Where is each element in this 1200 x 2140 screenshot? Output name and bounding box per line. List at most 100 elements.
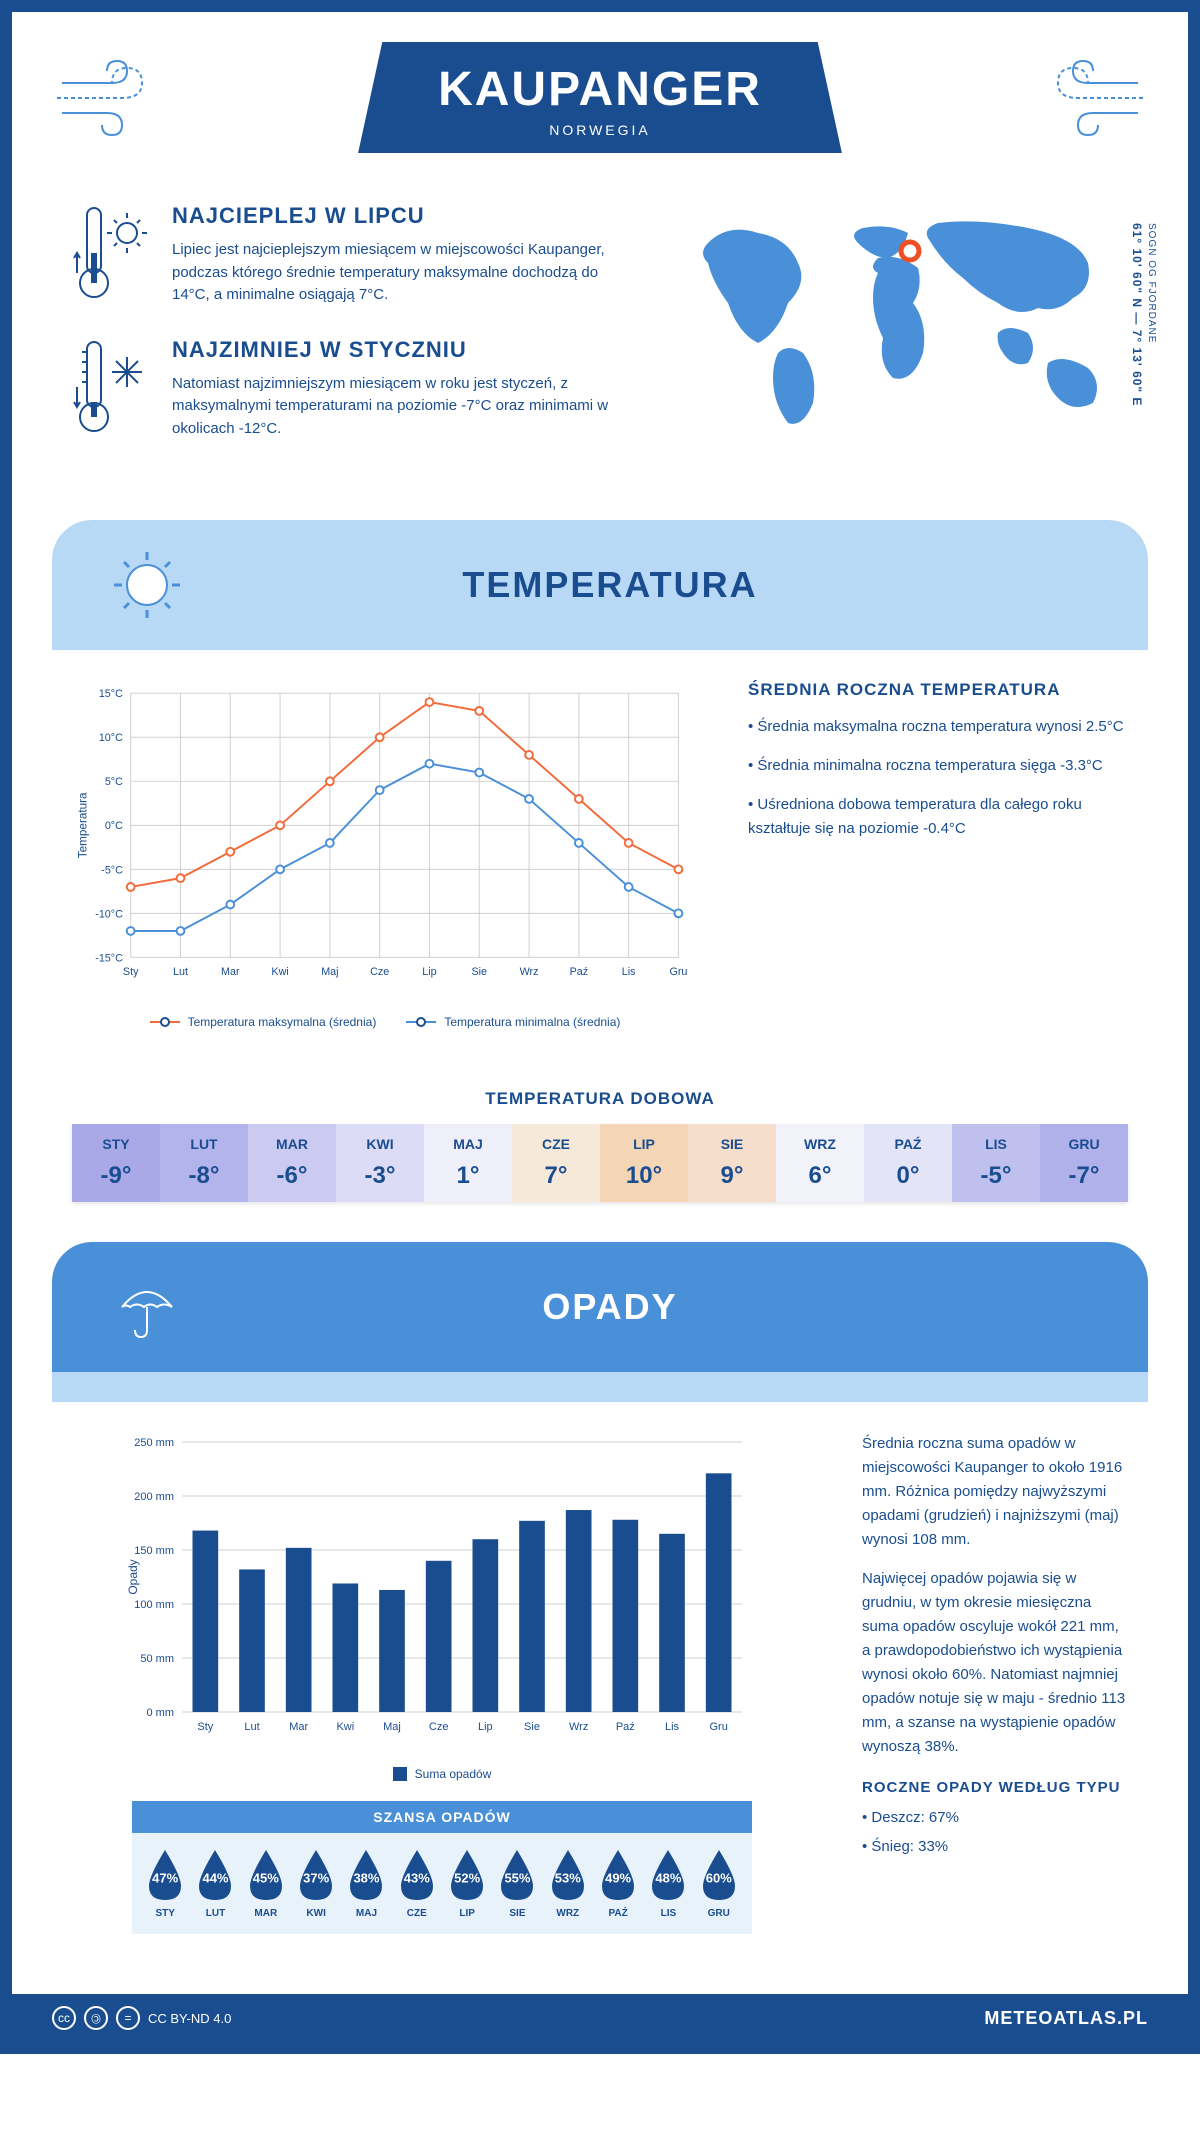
daily-cell: MAJ 1° <box>424 1124 512 1202</box>
temp-bullet: • Średnia minimalna roczna temperatura s… <box>748 754 1128 778</box>
coordinates: SOGN OG FJORDANE 61° 10' 60" N — 7° 13' … <box>1130 223 1158 406</box>
drop-month: LIP <box>444 1908 490 1919</box>
precip-section-title: OPADY <box>212 1286 1008 1328</box>
temperature-line-chart: -15°C-10°C-5°C0°C5°C10°C15°CStyLutMarKwi… <box>72 680 698 1000</box>
intro-section: NAJCIEPLEJ W LIPCU Lipiec jest najcieple… <box>12 173 1188 500</box>
daily-month: STY <box>77 1136 155 1152</box>
svg-text:Lip: Lip <box>422 966 436 978</box>
precip-type-item: • Deszcz: 67% <box>862 1806 1128 1830</box>
drop-icon: 43% <box>395 1848 439 1902</box>
svg-text:Cze: Cze <box>429 1721 449 1733</box>
svg-text:200 mm: 200 mm <box>134 1491 174 1503</box>
thermometer-hot-icon <box>72 203 152 303</box>
drop-month: MAR <box>243 1908 289 1919</box>
svg-text:Wrz: Wrz <box>569 1721 588 1733</box>
daily-month: PAŹ <box>869 1136 947 1152</box>
latitude: 61° 10' 60" N <box>1130 223 1144 308</box>
cold-heading: NAJZIMNIEJ W STYCZNIU <box>172 337 638 363</box>
svg-text:-15°C: -15°C <box>95 952 123 964</box>
daily-temp: 9° <box>693 1162 771 1190</box>
drop-icon: 53% <box>546 1848 590 1902</box>
drop-month: STY <box>142 1908 188 1919</box>
drop-cell: 52% LIP <box>444 1848 490 1919</box>
precip-side-text: Średnia roczna suma opadów w miejscowośc… <box>862 1432 1128 1934</box>
daily-cell: MAR-6° <box>248 1124 336 1202</box>
svg-text:Mar: Mar <box>289 1721 308 1733</box>
daily-temp: 6° <box>781 1162 859 1190</box>
license-block: cc 🄯 = CC BY-ND 4.0 <box>52 2006 231 2030</box>
drop-icon: 45% <box>244 1848 288 1902</box>
daily-temp: 7° <box>517 1162 595 1190</box>
drop-month: PAŹ <box>595 1908 641 1919</box>
drop-cell: 38% MAJ <box>343 1848 389 1919</box>
precip-type-item: • Śnieg: 33% <box>862 1835 1128 1859</box>
daily-cell: LIP 10° <box>600 1124 688 1202</box>
drop-percentage: 43% <box>404 1870 430 1885</box>
precip-section-header: OPADY <box>52 1242 1148 1372</box>
daily-cell: PAŹ0° <box>864 1124 952 1202</box>
daily-month: LIS <box>957 1136 1035 1152</box>
svg-text:Lut: Lut <box>173 966 188 978</box>
daily-temp: -6° <box>253 1162 331 1190</box>
drop-cell: 45% MAR <box>243 1848 289 1919</box>
drop-cell: 55% SIE <box>494 1848 540 1919</box>
daily-temp: 10° <box>605 1162 683 1190</box>
daily-temp: -3° <box>341 1162 419 1190</box>
daily-temp: 1° <box>429 1162 507 1190</box>
drop-cell: 60% GRU <box>696 1848 742 1919</box>
daily-temp: -8° <box>165 1162 243 1190</box>
precip-chance-title: SZANSA OPADÓW <box>132 1801 752 1833</box>
drop-cell: 44% LUT <box>192 1848 238 1919</box>
svg-text:Gru: Gru <box>669 966 687 978</box>
daily-cell: KWI-3° <box>336 1124 424 1202</box>
svg-text:Lis: Lis <box>622 966 636 978</box>
drop-percentage: 55% <box>504 1870 530 1885</box>
precip-legend-label: Suma opadów <box>415 1767 492 1781</box>
svg-text:15°C: 15°C <box>99 688 123 700</box>
daily-month: WRZ <box>781 1136 859 1152</box>
daily-temp-table: STY-9°LUT-8°MAR-6°KWI-3°MAJ1°CZE7°LIP10°… <box>72 1124 1128 1202</box>
svg-text:Sty: Sty <box>197 1721 213 1733</box>
drop-percentage: 44% <box>202 1870 228 1885</box>
daily-cell: LIS -5° <box>952 1124 1040 1202</box>
svg-text:150 mm: 150 mm <box>134 1545 174 1557</box>
precip-chance-block: SZANSA OPADÓW 47% STY 44% LUT 45% MAR 37… <box>132 1801 752 1934</box>
svg-text:Temperatura: Temperatura <box>77 792 90 858</box>
sun-icon <box>112 550 182 620</box>
daily-temp: -7° <box>1045 1162 1123 1190</box>
daily-month: LUT <box>165 1136 243 1152</box>
drop-month: WRZ <box>545 1908 591 1919</box>
svg-text:Sie: Sie <box>524 1721 540 1733</box>
drop-icon: 60% <box>697 1848 741 1902</box>
legend-item: Temperatura minimalna (średnia) <box>406 1015 620 1029</box>
page: KAUPANGER NORWEGIA <box>0 0 1200 2054</box>
drop-percentage: 52% <box>454 1870 480 1885</box>
world-map-icon <box>678 203 1128 453</box>
precip-section-body: 0 mm50 mm100 mm150 mm200 mm250 mmStyLutM… <box>12 1402 1188 1964</box>
drop-icon: 38% <box>344 1848 388 1902</box>
region-name: SOGN OG FJORDANE <box>1146 223 1157 343</box>
drop-percentage: 60% <box>706 1870 732 1885</box>
svg-text:Cze: Cze <box>370 966 389 978</box>
hot-heading: NAJCIEPLEJ W LIPCU <box>172 203 638 229</box>
daily-temp: -5° <box>957 1162 1035 1190</box>
drop-month: LIS <box>645 1908 691 1919</box>
hot-block: NAJCIEPLEJ W LIPCU Lipiec jest najcieple… <box>72 203 638 307</box>
temp-section-body: -15°C-10°C-5°C0°C5°C10°C15°CStyLutMarKwi… <box>12 650 1188 1059</box>
daily-cell: GRU -7° <box>1040 1124 1128 1202</box>
daily-month: GRU <box>1045 1136 1123 1152</box>
svg-text:Paź: Paź <box>570 966 589 978</box>
drop-percentage: 47% <box>152 1870 178 1885</box>
drop-cell: 37% KWI <box>293 1848 339 1919</box>
drop-percentage: 45% <box>253 1870 279 1885</box>
nd-icon: = <box>116 2006 140 2030</box>
svg-text:10°C: 10°C <box>99 732 123 744</box>
avg-temp-heading: ŚREDNIA ROCZNA TEMPERATURA <box>748 680 1128 700</box>
daily-month: MAJ <box>429 1136 507 1152</box>
temp-bullet: • Średnia maksymalna roczna temperatura … <box>748 715 1128 739</box>
title-ribbon: KAUPANGER NORWEGIA <box>358 42 842 153</box>
drop-month: MAJ <box>343 1908 389 1919</box>
svg-text:5°C: 5°C <box>105 776 123 788</box>
daily-month: LIP <box>605 1136 683 1152</box>
wind-icon-right <box>1028 53 1148 143</box>
